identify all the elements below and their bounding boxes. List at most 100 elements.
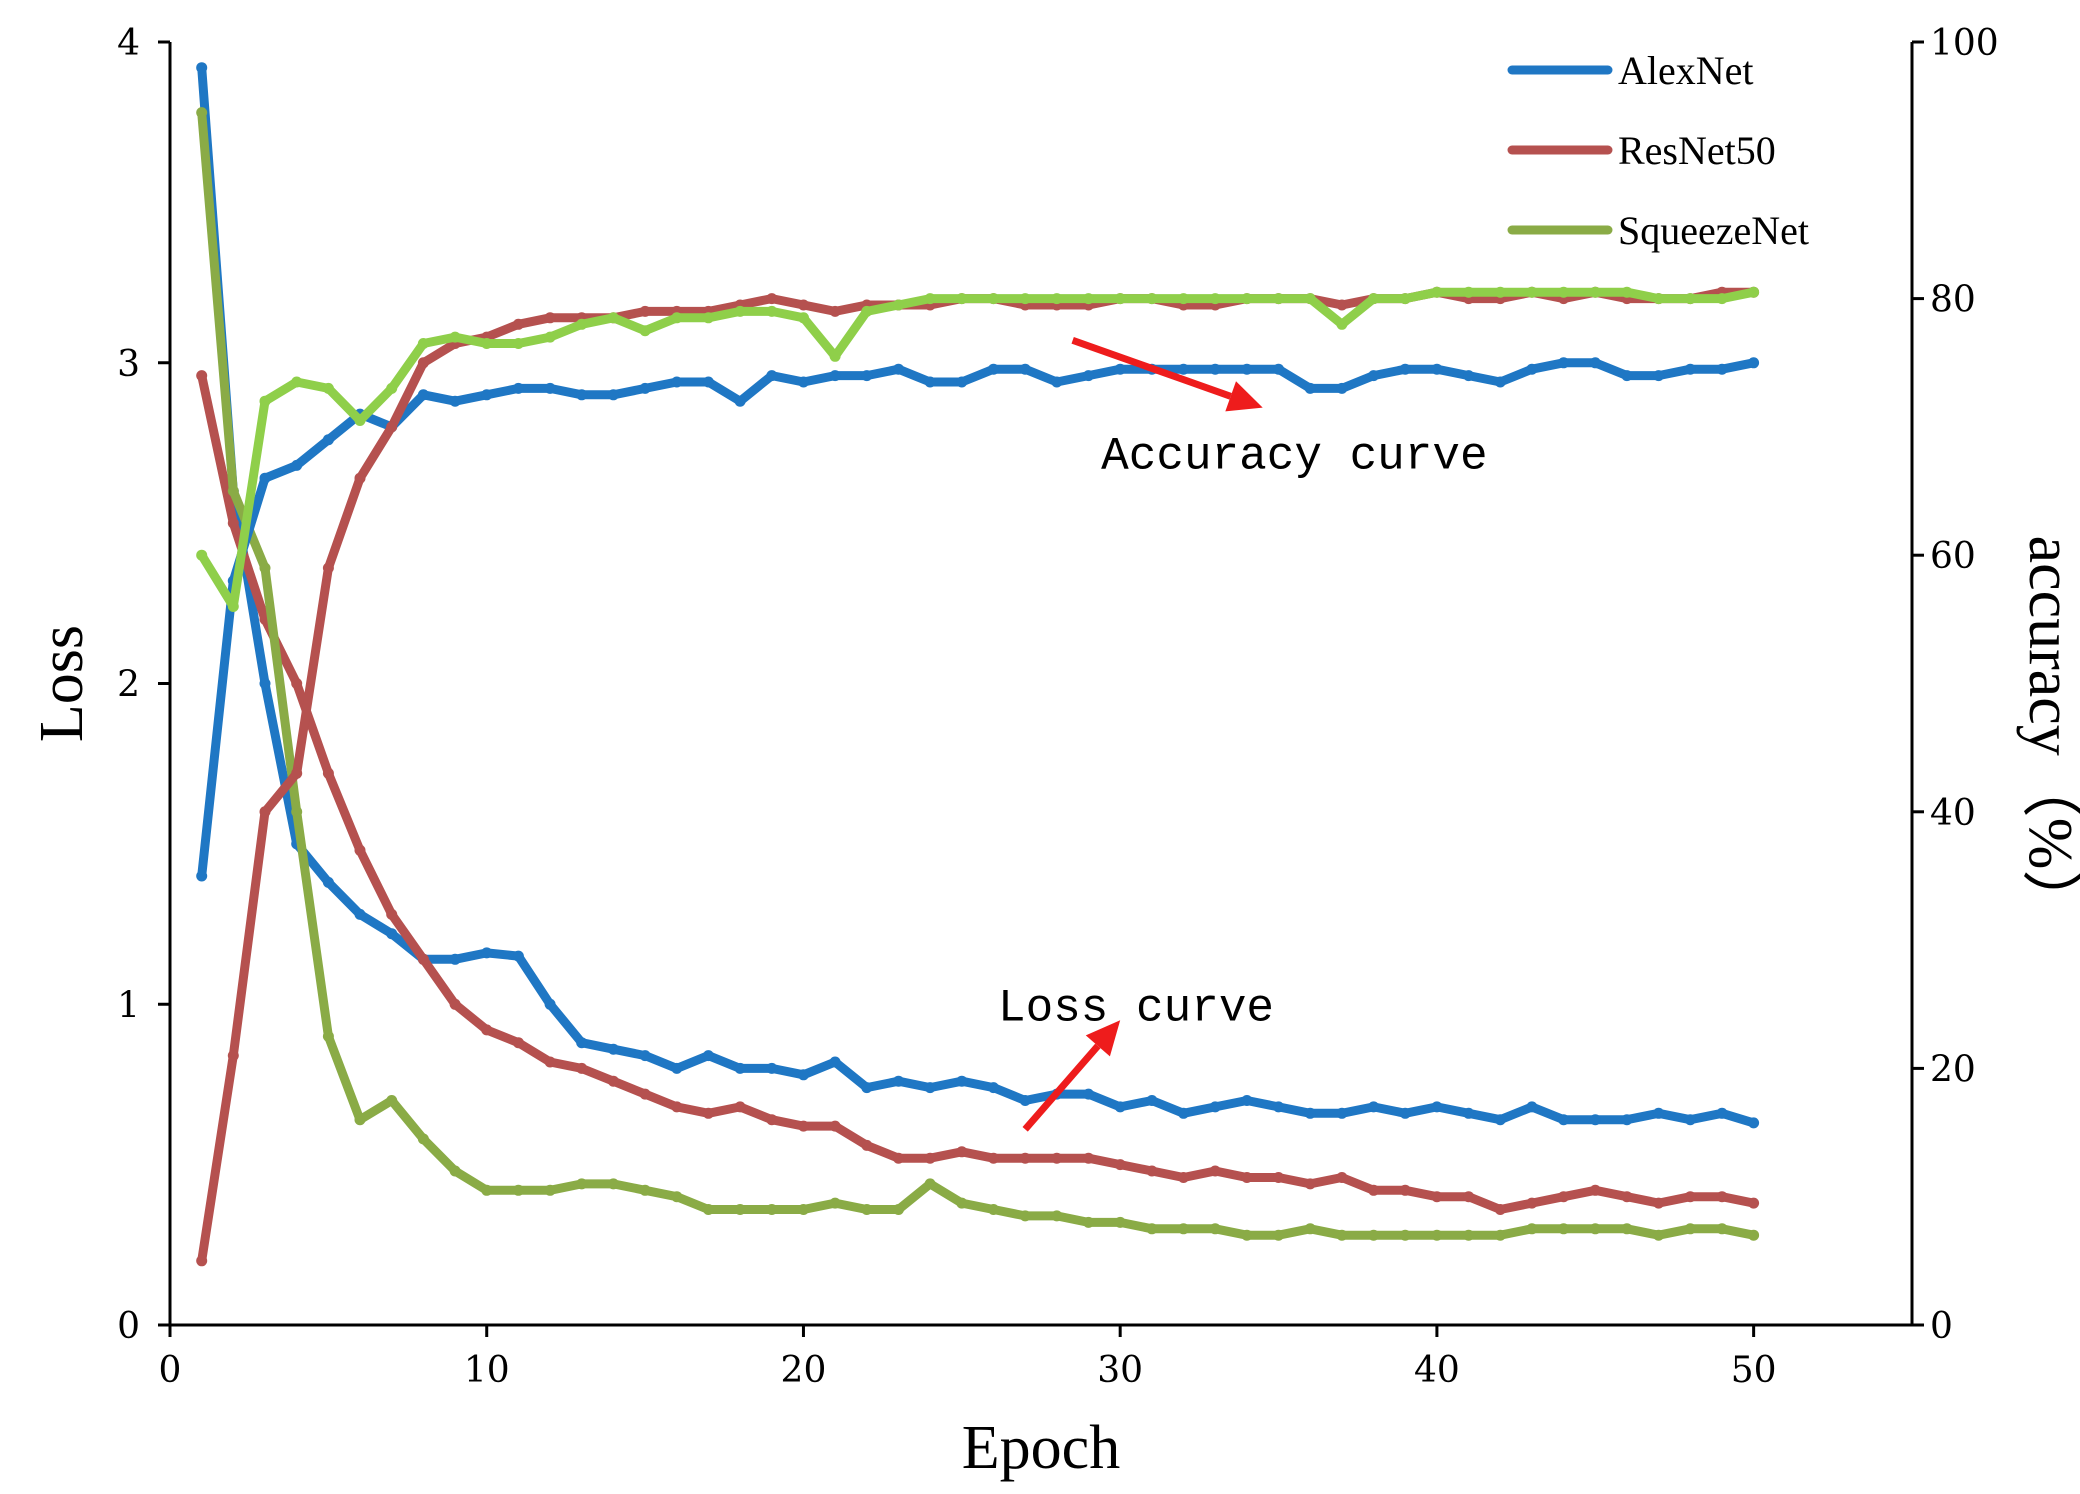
- data-point-alexnet-accuracy: [766, 370, 778, 382]
- data-point-alexnet-loss: [544, 998, 556, 1010]
- data-point-squeezenet-loss: [1526, 1223, 1538, 1235]
- data-point-alexnet-loss: [481, 947, 493, 959]
- data-point-squeezenet-loss: [1114, 1216, 1126, 1228]
- accuracy-curve-annotation: Accuracy curve: [1101, 431, 1487, 483]
- data-point-squeezenet-accuracy: [1684, 293, 1696, 305]
- data-point-squeezenet-loss: [1209, 1223, 1221, 1235]
- data-point-alexnet-loss: [1368, 1101, 1380, 1113]
- data-point-alexnet-accuracy: [1209, 363, 1221, 375]
- data-point-alexnet-loss: [386, 928, 398, 940]
- data-point-alexnet-accuracy: [1051, 376, 1063, 388]
- data-point-squeezenet-loss: [1273, 1229, 1284, 1241]
- data-point-resnet50-loss: [449, 998, 461, 1010]
- data-point-squeezenet-accuracy: [449, 331, 461, 343]
- data-point-alexnet-accuracy: [924, 376, 936, 388]
- data-point-squeezenet-accuracy: [1494, 286, 1506, 298]
- data-point-resnet50-loss: [1684, 1191, 1696, 1203]
- data-point-squeezenet-loss: [386, 1095, 398, 1106]
- data-point-resnet50-loss: [1653, 1197, 1665, 1209]
- data-point-squeezenet-loss: [576, 1178, 588, 1190]
- data-point-resnet50-loss: [1558, 1191, 1570, 1203]
- data-point-squeezenet-loss: [1399, 1229, 1411, 1241]
- data-point-resnet50-accuracy: [798, 299, 809, 311]
- data-point-alexnet-loss: [1463, 1107, 1475, 1119]
- data-point-squeezenet-loss: [1748, 1229, 1760, 1241]
- data-point-alexnet-loss: [1304, 1107, 1316, 1119]
- data-point-squeezenet-loss: [259, 562, 271, 574]
- data-point-alexnet-accuracy: [1684, 363, 1696, 375]
- data-point-squeezenet-loss: [861, 1204, 873, 1215]
- data-point-resnet50-loss: [607, 1075, 619, 1087]
- data-point-alexnet-accuracy: [1083, 370, 1094, 382]
- data-point-resnet50-accuracy: [1336, 299, 1348, 311]
- data-point-alexnet-loss: [1241, 1095, 1253, 1106]
- data-point-alexnet-loss: [1178, 1107, 1189, 1119]
- data-point-resnet50-loss: [196, 370, 208, 382]
- data-point-squeezenet-accuracy: [1748, 286, 1760, 298]
- data-point-alexnet-loss: [956, 1075, 968, 1087]
- data-point-squeezenet-accuracy: [1716, 293, 1728, 305]
- data-point-squeezenet-accuracy: [196, 549, 208, 561]
- data-point-alexnet-accuracy: [576, 389, 588, 401]
- right-y-tick-label: 60: [1930, 536, 1976, 577]
- left-y-tick-label: 2: [117, 665, 140, 706]
- data-point-alexnet-accuracy: [1019, 363, 1031, 375]
- data-point-squeezenet-accuracy: [734, 305, 746, 317]
- data-point-alexnet-loss: [576, 1037, 588, 1049]
- data-point-squeezenet-accuracy: [1621, 286, 1633, 298]
- data-point-squeezenet-accuracy: [512, 338, 524, 349]
- data-point-squeezenet-accuracy: [1526, 286, 1538, 298]
- legend-label-resnet50: ResNet50: [1618, 128, 1776, 173]
- data-point-squeezenet-accuracy: [354, 415, 366, 426]
- legend: AlexNet ResNet50 SqueezeNet: [1507, 48, 1809, 253]
- data-point-squeezenet-accuracy: [481, 338, 493, 349]
- data-point-squeezenet-accuracy: [1589, 286, 1601, 298]
- data-point-alexnet-loss: [1083, 1088, 1094, 1100]
- data-point-alexnet-accuracy: [481, 389, 493, 401]
- data-point-squeezenet-loss: [1241, 1229, 1253, 1241]
- data-point-squeezenet-loss: [1494, 1229, 1506, 1241]
- data-point-squeezenet-accuracy: [1273, 293, 1284, 305]
- data-point-resnet50-loss: [1621, 1191, 1633, 1203]
- data-point-resnet50-loss: [481, 1024, 493, 1036]
- data-point-squeezenet-loss: [639, 1184, 651, 1196]
- series-line-squeezenet-accuracy: [197, 287, 1759, 611]
- data-point-resnet50-accuracy: [196, 1255, 208, 1267]
- right-y-tick-label: 80: [1930, 280, 1976, 321]
- data-point-alexnet-loss: [1526, 1101, 1538, 1113]
- series-line-squeezenet-loss: [197, 108, 1759, 1240]
- data-point-resnet50-loss: [1716, 1191, 1728, 1203]
- data-point-resnet50-loss: [1178, 1172, 1189, 1183]
- data-point-resnet50-accuracy: [639, 305, 651, 317]
- data-point-resnet50-accuracy: [766, 293, 778, 305]
- data-point-squeezenet-loss: [956, 1197, 968, 1209]
- data-point-alexnet-accuracy: [1304, 382, 1316, 394]
- data-point-resnet50-loss: [766, 1114, 778, 1126]
- data-point-alexnet-loss: [1431, 1101, 1443, 1113]
- data-point-squeezenet-accuracy: [1114, 293, 1126, 305]
- data-point-alexnet-loss: [1684, 1114, 1696, 1126]
- data-point-squeezenet-accuracy: [1463, 286, 1475, 298]
- data-point-squeezenet-accuracy: [671, 312, 683, 324]
- data-point-alexnet-loss: [1653, 1107, 1665, 1119]
- data-point-alexnet-loss: [1146, 1095, 1158, 1106]
- left-y-tick-label: 3: [117, 344, 140, 385]
- data-point-resnet50-loss: [924, 1152, 936, 1164]
- data-point-squeezenet-loss: [449, 1165, 461, 1177]
- data-point-alexnet-accuracy: [417, 389, 429, 401]
- data-point-squeezenet-loss: [1368, 1229, 1380, 1241]
- data-point-squeezenet-accuracy: [924, 293, 936, 305]
- data-point-alexnet-loss: [671, 1062, 683, 1074]
- data-point-alexnet-accuracy: [798, 376, 809, 388]
- data-point-alexnet-accuracy: [988, 363, 999, 375]
- series-lines: [196, 62, 1760, 1267]
- data-point-squeezenet-loss: [671, 1191, 683, 1203]
- data-point-resnet50-loss: [1336, 1172, 1348, 1183]
- loss-arrow-head: [1085, 1020, 1121, 1057]
- data-point-squeezenet-loss: [1146, 1223, 1158, 1235]
- data-point-alexnet-accuracy: [1463, 370, 1475, 382]
- data-point-alexnet-accuracy: [1241, 363, 1253, 375]
- data-point-alexnet-accuracy: [734, 395, 746, 407]
- data-point-resnet50-loss: [354, 844, 366, 856]
- data-point-squeezenet-accuracy: [544, 331, 556, 343]
